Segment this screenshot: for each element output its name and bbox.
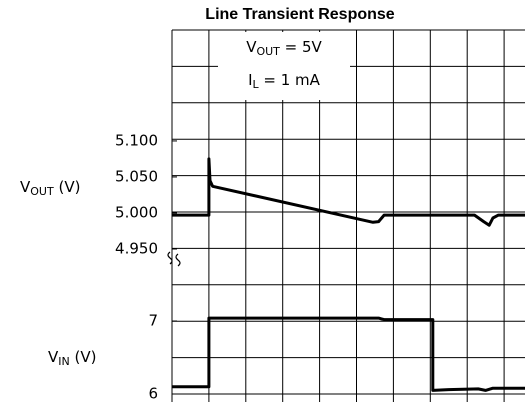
y-axis-label-main: V (20, 178, 31, 196)
annotation: VOUT = 5V (246, 38, 322, 59)
y-tick-label: 5.050 (115, 167, 158, 185)
annotation: IL = 1 mA (248, 71, 321, 92)
y-tick-label: 5.100 (115, 131, 158, 149)
y-axis-label-rest: (V) (70, 348, 97, 366)
y-tick-label: 5.000 (115, 203, 158, 221)
annotation-main: I (248, 71, 252, 89)
annotation-main: V (246, 38, 257, 56)
line-series (172, 157, 525, 227)
annotation-box (218, 32, 350, 100)
y-tick-label: 4.950 (115, 239, 158, 257)
annotation-sub: L (253, 78, 260, 91)
y-tick-label: 6 (148, 385, 158, 402)
annotation-sub: OUT (256, 45, 280, 58)
annotation-rest: = 1 mA (259, 71, 321, 89)
y-axis-label-sub: IN (58, 355, 69, 368)
y-axis-label: VOUT (V) (20, 178, 80, 199)
y-axis-label-sub: OUT (30, 185, 54, 198)
axis-break (167, 251, 181, 267)
line-series (172, 316, 525, 392)
y-axis-label-main: V (48, 348, 59, 366)
y-axis-label-rest: (V) (54, 178, 81, 196)
chart-title: Line Transient Response (205, 6, 394, 23)
annotation-rest: = 5V (280, 38, 323, 56)
y-axis-label: VIN (V) (48, 348, 96, 369)
y-tick-label: 7 (148, 312, 158, 330)
